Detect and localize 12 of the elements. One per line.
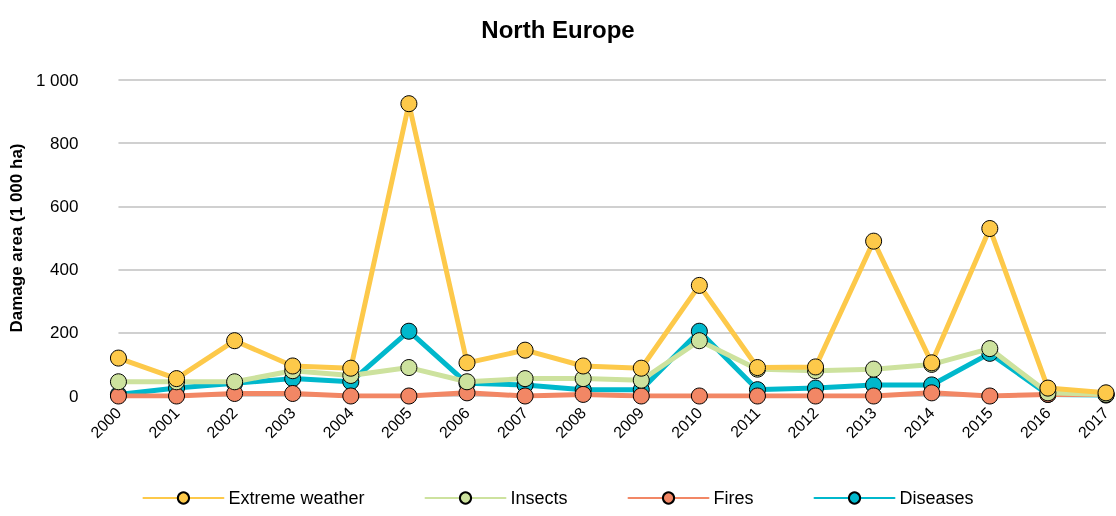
y-tick-label: 1 000 [35,70,79,90]
legend-label: Diseases [899,488,974,508]
y-tick-label: 800 [50,133,79,153]
y-tick-label: 400 [50,260,79,280]
chart-title: North Europe [481,15,635,43]
y-axis-title: Damage area (1 000 ha) [7,143,26,333]
y-tick-label: 200 [50,323,79,343]
y-tick-label: 0 [68,386,79,406]
legend-label: Insects [510,488,568,508]
legend-label: Extreme weather [228,488,365,508]
y-tick-label: 600 [50,196,79,216]
legend-label: Fires [713,488,754,508]
